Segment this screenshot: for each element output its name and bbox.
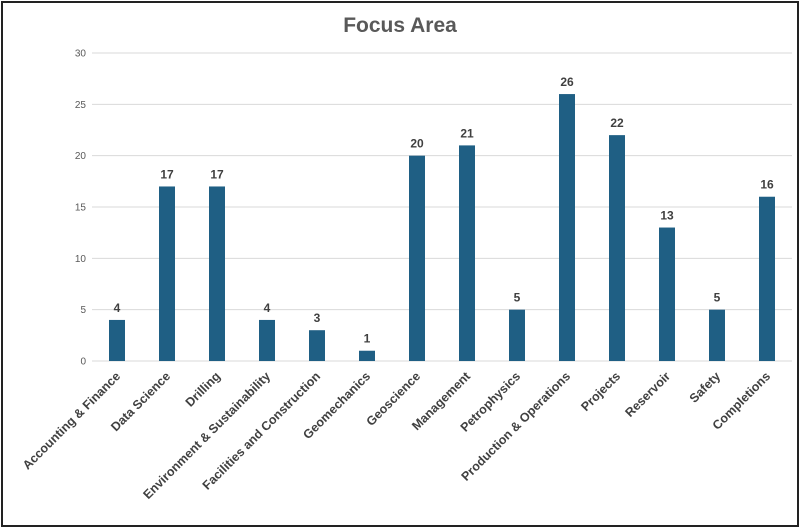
data-label: 4 [114,301,121,315]
data-label: 13 [660,209,674,223]
y-tick-label: 30 [75,49,87,60]
y-tick-label: 20 [75,151,87,162]
bar [459,145,475,361]
data-label: 3 [314,311,321,325]
data-label: 22 [610,116,624,130]
x-category-label: Safety [687,369,723,405]
data-label: 17 [160,167,174,181]
gridlines [92,52,792,362]
bar [259,319,275,361]
x-category-label: Reservoir [622,369,673,420]
y-tick-label: 15 [75,203,87,214]
data-label: 1 [364,332,371,346]
bar [109,319,125,361]
bar [709,309,725,361]
x-category-label: Drilling [183,369,223,409]
bar [759,196,775,361]
bar [559,94,575,362]
bar [409,155,425,361]
data-label: 5 [714,291,721,305]
bar [209,186,225,361]
data-label: 20 [410,137,424,151]
y-tick-label: 10 [75,254,87,265]
data-label: 17 [210,167,224,181]
bar [509,309,525,361]
bar [359,350,375,361]
bar [309,330,325,361]
y-axis-ticks: 0 5 10 15 20 25 30 [75,49,87,368]
y-tick-label: 5 [80,305,86,316]
bar [659,227,675,361]
x-category-label: Production & Operations [459,369,574,484]
data-label: 4 [264,301,271,315]
data-label: 5 [514,291,521,305]
data-labels: 4 17 17 4 3 1 20 21 5 26 22 13 5 16 [114,75,774,346]
bar [609,135,625,361]
chart-title: Focus Area [343,14,457,37]
data-label: 16 [760,178,774,192]
x-category-label: Projects [578,369,623,414]
y-tick-label: 0 [80,357,86,368]
y-tick-label: 25 [75,100,87,111]
bar [159,186,175,361]
data-label: 26 [560,75,574,89]
x-category-label: Accounting & Finance [20,369,123,472]
bars [109,94,775,362]
data-label: 21 [460,126,474,140]
